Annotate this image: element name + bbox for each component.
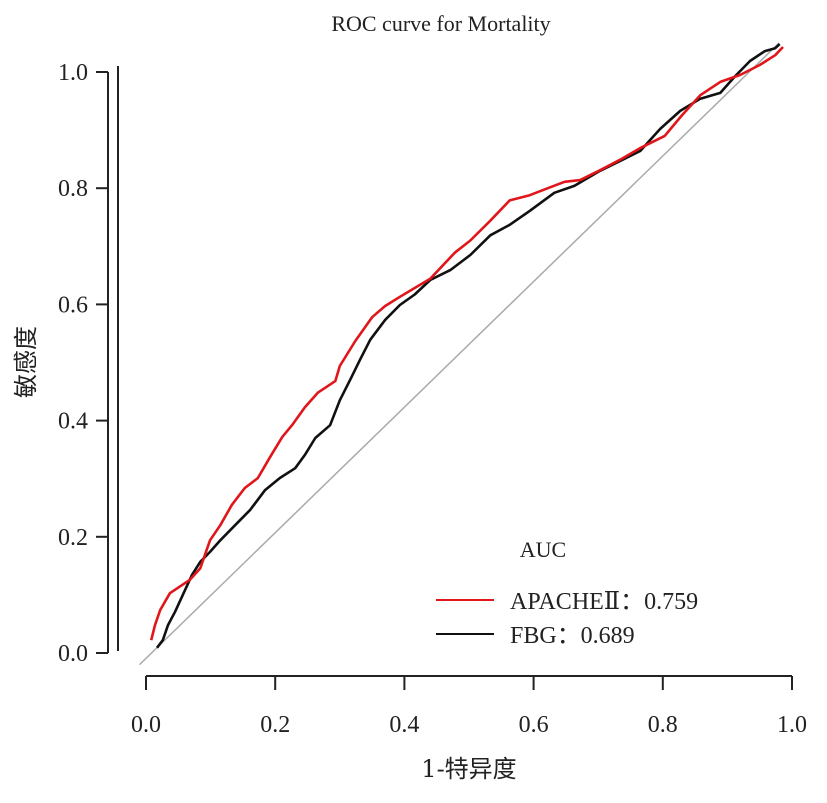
chance-diagonal-line (139, 42, 780, 666)
series-line-fbg (155, 43, 781, 649)
y-tick-label: 1.0 (58, 60, 88, 86)
chart-title: ROC curve for Mortality (331, 11, 550, 36)
y-axis: 0.0 0.2 0.4 0.6 0.8 1.0 (58, 60, 119, 667)
x-axis-title: 1-特异度 (421, 755, 516, 783)
y-tick-label: 0.8 (58, 176, 88, 202)
y-tick-label: 0.4 (58, 409, 88, 435)
legend-label-fbg: FBG：0.689 (510, 623, 635, 649)
y-tick-label: 0.2 (58, 525, 88, 551)
y-axis-title: 敏感度 (12, 326, 40, 398)
x-tick-label: 0.2 (260, 712, 290, 738)
x-tick-label: 0.4 (389, 712, 419, 738)
x-axis: 0.0 0.2 0.4 0.6 0.8 1.0 (131, 675, 807, 738)
x-tick-label: 0.6 (519, 712, 549, 738)
y-tick-label: 0.6 (58, 292, 88, 318)
legend-title: AUC (520, 537, 566, 562)
x-tick-label: 1.0 (777, 712, 807, 738)
x-tick-label: 0.8 (648, 712, 678, 738)
legend: AUC APACHEⅡ：0.759 FBG：0.689 (436, 537, 698, 649)
x-tick-label: 0.0 (131, 712, 161, 738)
plot-area (139, 42, 784, 666)
legend-label-apache: APACHEⅡ：0.759 (510, 589, 698, 615)
y-tick-label: 0.0 (58, 641, 88, 667)
series-line-apache-ii (149, 46, 784, 641)
